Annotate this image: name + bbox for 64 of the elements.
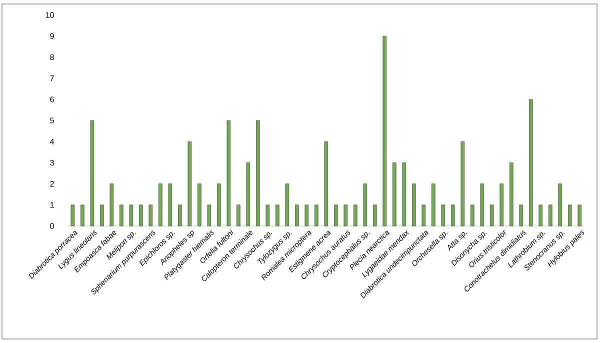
bar	[80, 204, 84, 226]
y-tick-label: 9	[50, 33, 54, 39]
bar	[236, 204, 240, 226]
bar	[139, 204, 143, 226]
bar	[226, 120, 231, 226]
bar	[168, 184, 172, 226]
bar	[450, 204, 455, 226]
bar	[382, 36, 387, 226]
y-tick-label: 6	[50, 96, 54, 102]
bar	[490, 204, 494, 226]
bar	[373, 204, 377, 226]
bar	[354, 204, 358, 226]
bar	[198, 184, 202, 226]
y-tick-label: 3	[50, 160, 54, 166]
y-tick-label: 0	[50, 223, 54, 229]
bar	[90, 120, 94, 226]
bar	[509, 162, 514, 226]
bar	[480, 184, 484, 226]
bar	[412, 184, 416, 226]
bar	[578, 204, 582, 226]
bar	[129, 204, 134, 226]
bar	[334, 204, 338, 226]
bar	[500, 184, 504, 226]
y-tick-label: 4	[50, 138, 54, 144]
bar	[217, 184, 221, 226]
bar	[246, 162, 250, 226]
bar	[392, 162, 396, 226]
y-tick-label: 2	[50, 181, 54, 187]
y-tick-label: 8	[50, 54, 54, 60]
bar	[70, 204, 75, 226]
bar	[324, 141, 328, 226]
bar	[538, 204, 543, 226]
bar	[431, 184, 436, 226]
bar	[548, 204, 552, 226]
bar	[422, 204, 426, 226]
bar	[568, 204, 572, 226]
bar	[276, 204, 280, 226]
y-tick-label: 5	[50, 118, 54, 124]
y-tick-label: 10	[46, 12, 54, 18]
bar	[256, 120, 260, 226]
bar	[519, 204, 524, 226]
bar	[528, 99, 533, 226]
bar	[110, 184, 114, 226]
bar	[470, 204, 474, 226]
bar	[285, 184, 290, 226]
bar	[266, 204, 270, 226]
y-tick-label: 7	[50, 76, 54, 82]
bar	[207, 204, 212, 226]
bar	[402, 162, 406, 226]
bar	[158, 184, 162, 226]
y-tick-label: 1	[50, 202, 54, 208]
bar	[100, 204, 104, 226]
bar	[344, 204, 348, 226]
bar	[295, 204, 299, 226]
bar	[558, 184, 562, 226]
bar	[304, 204, 309, 226]
bar	[120, 204, 124, 226]
bar	[178, 204, 182, 226]
bar	[148, 204, 153, 226]
bar	[314, 204, 318, 226]
bar	[441, 204, 446, 226]
bar	[363, 184, 368, 226]
bar	[460, 141, 465, 226]
bar	[188, 141, 192, 226]
